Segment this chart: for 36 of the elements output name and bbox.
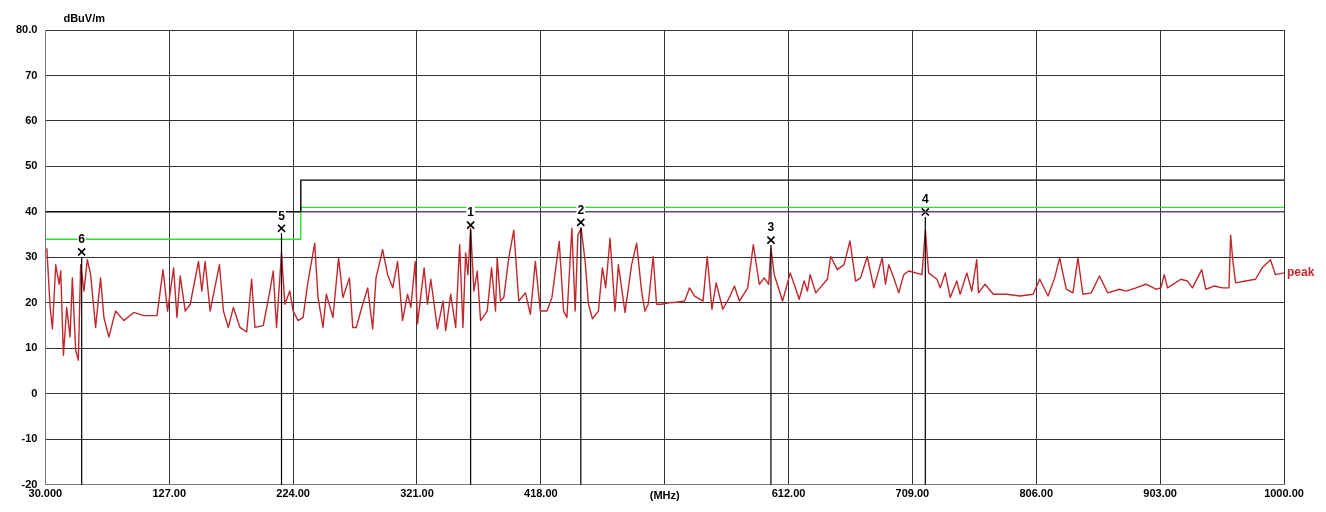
annotation: 6 [78,232,86,247]
annotation: 2 [577,202,585,217]
x-tick-label: 127.00 [152,487,187,500]
y-tick-label: -10 [21,432,38,445]
point [277,223,286,233]
point [466,220,475,230]
x-tick-label: 321.00 [400,487,434,500]
annotation: 5 [278,208,286,223]
point [920,207,930,217]
point [576,218,586,227]
y-tick-label: 0 [31,386,38,399]
x-tick-label: 224.00 [276,487,310,500]
annotation: 1 [467,205,475,220]
y-axis-title: dBuV/m [63,11,106,24]
annotation: 3 [767,220,775,235]
x-tick-label: 418.00 [524,487,558,500]
y-tick-label: 80.0 [15,23,38,36]
y-tick-label: 20 [25,295,38,308]
annotation: 4 [921,192,929,207]
x-tick-label: 806.00 [1019,487,1054,500]
y-tick-label: 50 [25,159,38,172]
x-tick-label: 903.00 [1143,487,1177,500]
y-tick-label: -20 [21,477,38,490]
x-axis-title: (MHz) [649,489,681,502]
y-tick-label: 10 [25,341,38,354]
point [766,235,776,245]
y-tick-label: 30 [25,250,38,263]
point [77,247,87,257]
y-tick-label: 40 [25,204,38,217]
x-tick-label: 709.00 [895,487,930,500]
x-tick-label: 30.000 [28,487,63,500]
x-tick-label: 1000.00 [1264,487,1304,500]
series-label: peak [1287,265,1315,280]
y-tick-label: 60 [25,113,38,126]
x-tick-label: 612.00 [771,487,806,500]
y-tick-label: 70 [25,68,38,81]
